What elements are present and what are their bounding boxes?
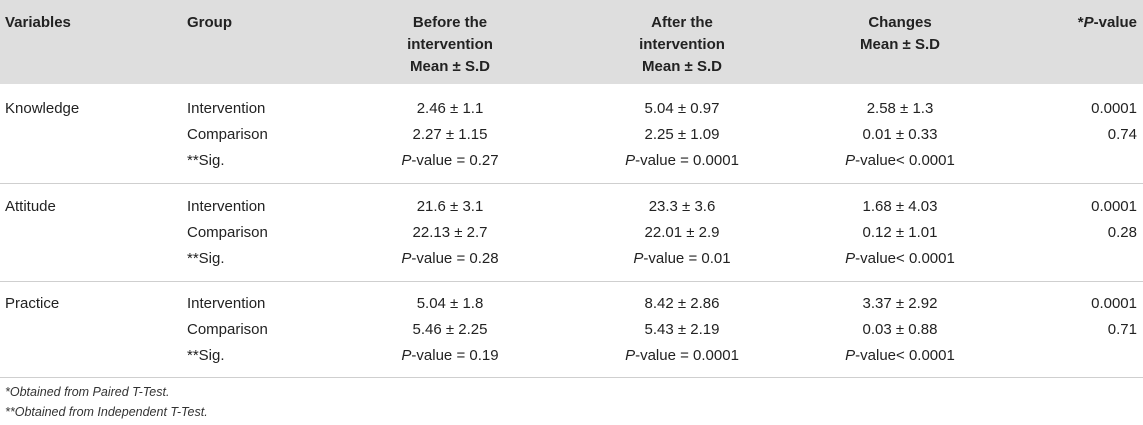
table-bottom-rule	[0, 377, 1143, 378]
pvalue-cell: 0.28	[1107, 224, 1137, 241]
sig-label: **Sig.	[187, 250, 225, 267]
sig-changes: P-value< 0.0001	[820, 148, 980, 174]
table-header: Variables Group Before the intervention …	[0, 0, 1143, 84]
header-before-line1: Before the	[412, 14, 488, 31]
variable-label: Attitude	[5, 198, 56, 215]
sig-after-value: -value = 0.01	[643, 250, 731, 267]
after-cell: 22.01 ± 2.9	[644, 224, 720, 241]
section-divider	[0, 281, 1143, 282]
variable-label: Practice	[5, 295, 60, 312]
p-italic: P	[401, 250, 412, 267]
header-after: After the intervention Mean ± S.D	[602, 12, 762, 78]
variable-label: Knowledge	[5, 100, 80, 117]
header-group: Group	[187, 14, 232, 31]
changes-cell: 0.03 ± 0.88	[862, 321, 938, 338]
sig-label: **Sig.	[187, 152, 225, 169]
p-italic: P	[845, 152, 856, 169]
p-italic: P	[401, 152, 412, 169]
p-italic: P	[845, 347, 856, 364]
group-cell: Intervention	[187, 295, 266, 312]
changes-cell: 0.12 ± 1.01	[862, 224, 938, 241]
header-pvalue-prefix: *	[1077, 14, 1084, 31]
pvalue-cell: 0.0001	[1091, 295, 1137, 312]
before-cell: 5.46 ± 2.25	[412, 321, 488, 338]
header-changes-line2: Mean ± S.D	[860, 36, 940, 53]
header-after-line1: After the	[651, 14, 713, 31]
section-divider	[0, 183, 1143, 184]
sig-changes-value: -value< 0.0001	[855, 347, 955, 364]
group-cell: Intervention	[187, 198, 266, 215]
group-cell: Intervention	[187, 100, 266, 117]
pvalue-cell: 0.0001	[1091, 198, 1137, 215]
sig-after: P-value = 0.0001	[602, 148, 762, 174]
header-changes: Changes Mean ± S.D	[820, 12, 980, 56]
before-cell: 21.6 ± 3.1	[416, 198, 484, 215]
header-before-line2: intervention	[407, 36, 493, 53]
footnote-independent: **Obtained from Independent T-Test.	[5, 405, 208, 419]
changes-cell: 1.68 ± 4.03	[862, 198, 938, 215]
group-cell: Comparison	[187, 126, 268, 143]
header-pvalue-suffix: -value	[1093, 14, 1137, 31]
sig-changes: P-value< 0.0001	[820, 343, 980, 369]
sig-changes: P-value< 0.0001	[820, 246, 980, 272]
after-cell: 5.43 ± 2.19	[644, 321, 720, 338]
header-before: Before the intervention Mean ± S.D	[370, 12, 530, 78]
pvalue-cell: 0.0001	[1091, 100, 1137, 117]
pvalue-cell: 0.74	[1107, 126, 1137, 143]
before-cell: 2.27 ± 1.15	[412, 126, 488, 143]
header-pvalue-italic: P	[1083, 14, 1094, 31]
sig-before: P-value = 0.27	[370, 148, 530, 174]
before-cell: 22.13 ± 2.7	[412, 224, 488, 241]
p-italic: P	[625, 347, 636, 364]
after-cell: 23.3 ± 3.6	[648, 198, 716, 215]
sig-label: **Sig.	[187, 347, 225, 364]
sig-after-value: -value = 0.0001	[635, 152, 739, 169]
before-cell: 2.46 ± 1.1	[416, 100, 484, 117]
sig-changes-value: -value< 0.0001	[855, 152, 955, 169]
header-after-line3: Mean ± S.D	[642, 58, 722, 75]
sig-before: P-value = 0.28	[370, 246, 530, 272]
changes-cell: 0.01 ± 0.33	[862, 126, 938, 143]
after-cell: 8.42 ± 2.86	[644, 295, 720, 312]
p-italic: P	[625, 152, 636, 169]
header-before-line3: Mean ± S.D	[410, 58, 490, 75]
group-cell: Comparison	[187, 224, 268, 241]
after-cell: 5.04 ± 0.97	[644, 100, 720, 117]
sig-changes-value: -value< 0.0001	[855, 250, 955, 267]
sig-before-value: -value = 0.28	[411, 250, 499, 267]
sig-after-value: -value = 0.0001	[635, 347, 739, 364]
p-italic: P	[845, 250, 856, 267]
changes-cell: 2.58 ± 1.3	[866, 100, 934, 117]
p-italic: P	[633, 250, 644, 267]
group-cell: Comparison	[187, 321, 268, 338]
header-variables: Variables	[5, 14, 71, 31]
sig-before: P-value = 0.19	[370, 343, 530, 369]
before-cell: 5.04 ± 1.8	[416, 295, 484, 312]
sig-after: P-value = 0.0001	[602, 343, 762, 369]
p-italic: P	[401, 347, 412, 364]
sig-before-value: -value = 0.19	[411, 347, 499, 364]
changes-cell: 3.37 ± 2.92	[862, 295, 938, 312]
pvalue-cell: 0.71	[1107, 321, 1137, 338]
header-pvalue: *P-value	[1078, 12, 1137, 34]
sig-before-value: -value = 0.27	[411, 152, 499, 169]
after-cell: 2.25 ± 1.09	[644, 126, 720, 143]
sig-after: P-value = 0.01	[602, 246, 762, 272]
footnote-paired: *Obtained from Paired T-Test.	[5, 385, 170, 399]
header-changes-line1: Changes	[868, 14, 932, 31]
header-after-line2: intervention	[639, 36, 725, 53]
